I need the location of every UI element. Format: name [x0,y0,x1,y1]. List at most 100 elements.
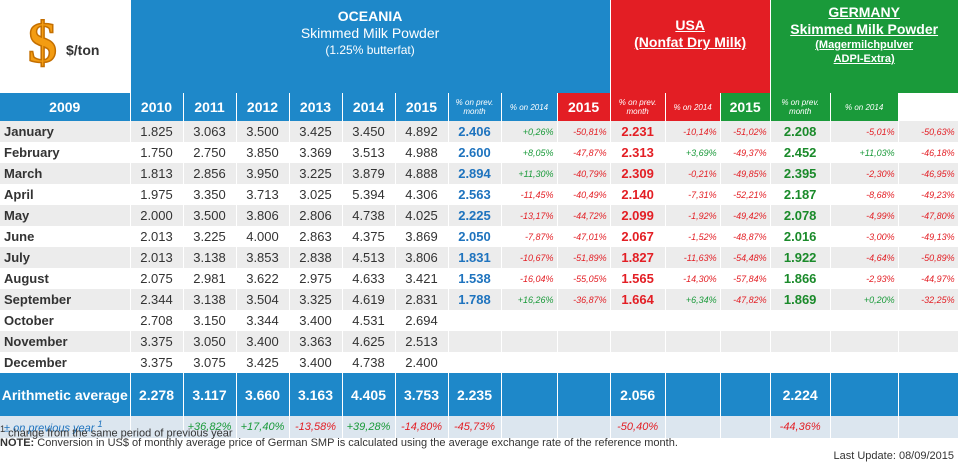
cell: +3,69% [665,142,721,163]
month: August [0,268,131,289]
cell: 3.500 [236,121,290,142]
cell: -49,23% [898,184,958,205]
cell: -44,72% [557,205,611,226]
cell [610,331,666,352]
cell [665,310,721,331]
month: December [0,352,131,373]
cell: 2.694 [395,310,449,331]
cell: 3.500 [183,205,237,226]
cell: 1.975 [130,184,184,205]
data-row: January 1.825 3.063 3.500 3.425 3.450 4.892 2.4… [0,121,958,142]
average-value: 3.117 [183,373,237,416]
cell [830,373,899,416]
cell [501,416,558,438]
cell: 4.633 [342,268,396,289]
cell [898,416,958,438]
unit-label: $/ton [66,42,100,58]
column-header: 2011 [183,93,237,121]
cell [770,331,831,352]
change-value: -45,73% [448,416,502,438]
data-row: April 1.975 3.350 3.713 3.025 5.394 4.306 2.563… [0,184,958,205]
cell: 1.866 [770,268,831,289]
change-value: -44,36% [770,416,831,438]
cell: 2.838 [289,247,343,268]
cell [665,373,721,416]
month: February [0,142,131,163]
cell [830,416,899,438]
column-header: % on 2014 [665,93,721,121]
cell: 2.981 [183,268,237,289]
cell: 2.016 [770,226,831,247]
data-row: March 1.813 2.856 3.950 3.225 3.879 4.888 2.894… [0,163,958,184]
cell: 2.406 [448,121,502,142]
cell [557,352,611,373]
cell: 1.538 [448,268,502,289]
cell: -14,30% [665,268,721,289]
unit-cell: $ $/ton [0,0,131,93]
cell: -7,87% [501,226,558,247]
note: NOTE: Conversion in US$ of monthly avera… [0,437,678,449]
month: June [0,226,131,247]
label: ± on previous year [4,422,95,435]
cell: 3.450 [342,121,396,142]
cell: 1.750 [130,142,184,163]
cell: 3.806 [236,205,290,226]
cell: 3.344 [236,310,290,331]
label-mark: 1 [97,419,103,430]
cell [557,416,611,438]
germany-header: GERMANY Skimmed Milk Powder (Magermilchpul… [770,0,958,93]
cell: 2.806 [289,205,343,226]
month: October [0,310,131,331]
cell: 1.827 [610,247,666,268]
cell: -48,87% [720,226,771,247]
month: July [0,247,131,268]
cell: 4.531 [342,310,396,331]
average-value: 2.056 [610,373,666,416]
cell: 1.831 [448,247,502,268]
cell: 3.622 [236,268,290,289]
cell: -51,89% [557,247,611,268]
cell [557,373,611,416]
column-header: % on prev. month [610,93,666,121]
cell: 3.400 [289,352,343,373]
cell: 2.708 [130,310,184,331]
cell [501,331,558,352]
cell: 3.853 [236,247,290,268]
change-row: ± on previous year 1 +36,82% +17,40% -13,58… [0,416,958,438]
data-row: July 2.013 3.138 3.853 2.838 4.513 3.806 1.831-… [0,247,958,268]
average-value: 3.753 [395,373,449,416]
cell: +8,05% [501,142,558,163]
cell [665,416,721,438]
cell: +11,03% [830,142,899,163]
footnote: 1 change from the same period of previou… [0,424,233,440]
cell: 3.869 [395,226,449,247]
cell: -46,18% [898,142,958,163]
cell: 3.421 [395,268,449,289]
average-value: 3.660 [236,373,290,416]
usa-header: USA (Nonfat Dry Milk) [610,0,771,93]
cell: 4.738 [342,205,396,226]
cell [898,310,958,331]
cell: -54,48% [720,247,771,268]
change-value: -13,58% [289,416,343,438]
cell [130,416,184,438]
cell: 2.099 [610,205,666,226]
cell: 2.067 [610,226,666,247]
cell: -2,93% [830,268,899,289]
cell: 4.888 [395,163,449,184]
product: Skimmed Milk Powder [790,21,939,37]
column-header: 2013 [289,93,343,121]
average-value: 3.163 [289,373,343,416]
data-row: September 2.344 3.138 3.504 3.325 4.619 2.831 1… [0,289,958,310]
change-value: -50,40% [610,416,666,438]
cell: -8,68% [830,184,899,205]
average-row: Arithmetic average 2.278 3.117 3.660 3.163 4.… [0,373,958,416]
cell: 2.208 [770,121,831,142]
average-value: 2.235 [448,373,502,416]
cell: -10,67% [501,247,558,268]
cell: -49,37% [720,142,771,163]
cell: 2.000 [130,205,184,226]
cell: -49,13% [898,226,958,247]
cell: 4.000 [236,226,290,247]
